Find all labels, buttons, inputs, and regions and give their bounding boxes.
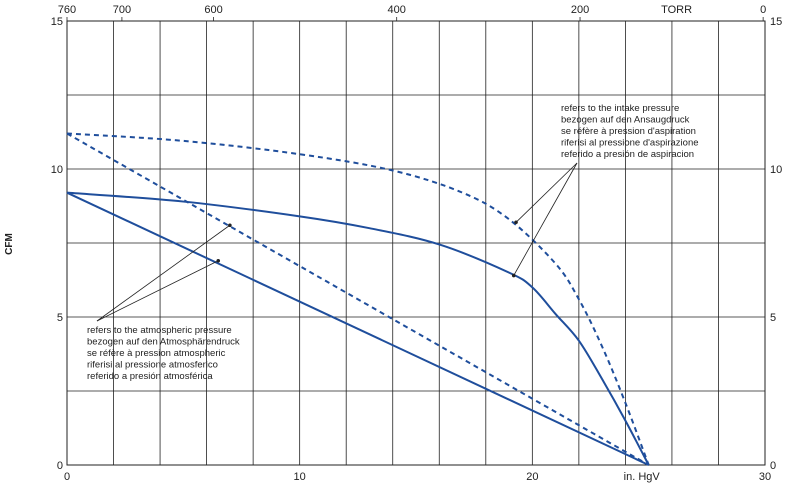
torr-tick-label: 0	[760, 4, 766, 16]
leader-line	[96, 224, 231, 322]
annotation-atmospheric: refers to the atmospheric pressurebezoge…	[87, 325, 240, 382]
torr-unit-label: TORR	[661, 4, 692, 16]
y-tick-label-left: 0	[57, 460, 63, 472]
annotation-line: riferisi al pressione atmosferico	[87, 360, 218, 371]
torr-tick-label: 700	[113, 4, 131, 16]
leader-line	[96, 260, 219, 322]
annotation-line: refers to the intake pressure	[561, 103, 679, 114]
leader-dot	[228, 223, 232, 228]
leader-line	[513, 162, 578, 276]
torr-tick-label: 600	[204, 4, 222, 16]
leader-dot	[514, 220, 518, 225]
grid	[66, 17, 766, 466]
x-tick-label: 20	[526, 471, 538, 483]
annotation-line: referido a presión de aspiracion	[561, 149, 694, 160]
torr-tick-label: 400	[388, 4, 406, 16]
leader-dot	[216, 258, 221, 263]
annotation-line: bezogen auf den Atmosphärendruck	[87, 337, 240, 348]
series-line-dashed-2	[66, 132, 650, 466]
x-axis-label: in. HgV	[624, 471, 661, 483]
series-layer	[66, 132, 650, 466]
x-tick-label: 10	[294, 471, 306, 483]
series-line-dashed-3	[66, 132, 650, 466]
annotation-line: se réfère à pression d'aspiration	[561, 126, 696, 137]
y-tick-label-right: 0	[770, 460, 776, 472]
annotation-leaders	[96, 162, 578, 322]
y-tick-label-left: 10	[51, 164, 63, 176]
series-line-solid-0	[66, 191, 650, 466]
annotation-line: se réfère à pression atmospheric	[87, 348, 226, 359]
y-axis-label: CFM	[4, 233, 15, 255]
leader-dot	[511, 273, 516, 278]
leader-line	[515, 162, 578, 223]
y-tick-label-left: 5	[57, 312, 63, 324]
y-tick-label-left: 15	[51, 16, 63, 28]
y-tick-label-right: 15	[770, 16, 782, 28]
y-tick-label-right: 5	[770, 312, 776, 324]
annotation-line: bezogen auf den Ansaugdruck	[561, 115, 690, 126]
annotation-line: referido a presión atmosférica	[87, 371, 213, 382]
torr-tick-label: 760	[58, 4, 76, 16]
annotation-line: refers to the atmospheric pressure	[87, 325, 232, 336]
x-tick-label: 30	[759, 471, 771, 483]
annotation-line: riferisi al pressione d'aspirazione	[561, 138, 699, 149]
torr-tick-label: 200	[571, 4, 589, 16]
series-line-solid-1	[66, 191, 650, 466]
y-tick-label-right: 10	[770, 164, 782, 176]
x-tick-label: 0	[64, 471, 70, 483]
